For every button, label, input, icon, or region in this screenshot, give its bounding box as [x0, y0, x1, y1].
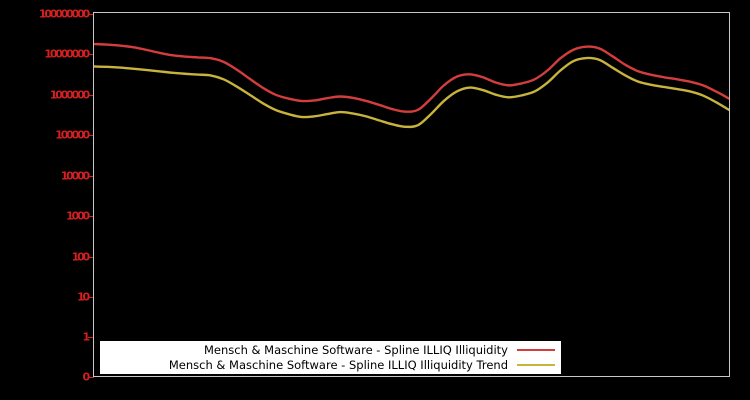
y-axis-tick-mark — [88, 377, 94, 378]
y-axis-tick-mark — [88, 95, 94, 96]
y-axis-tick-label: 10 — [77, 290, 90, 304]
y-axis-tick-label: 10000 — [60, 169, 91, 183]
y-axis-tick-mark — [88, 216, 94, 217]
y-axis-tick-label: 0 — [82, 370, 91, 384]
y-axis-tick-mark — [88, 176, 94, 177]
y-axis-tick-label: 100000 — [55, 128, 90, 142]
chart-legend: Mensch & Maschine Software - Spline ILLI… — [100, 341, 561, 374]
legend-item-label: Mensch & Maschine Software - Spline ILLI… — [168, 358, 508, 372]
legend-color-swatch — [517, 364, 555, 366]
series-canvas — [94, 42, 729, 129]
series-line-illiquidity-trend — [94, 42, 729, 113]
legend-item: Mensch & Maschine Software - Spline ILLI… — [100, 343, 561, 358]
y-axis-tick-mark — [88, 257, 94, 258]
y-axis-tick-mark — [88, 297, 94, 298]
legend-color-swatch — [517, 349, 555, 351]
y-axis-tick-label: 1 — [82, 330, 91, 344]
y-axis-tick-label: 100000000 — [38, 7, 90, 21]
y-axis-tick-mark — [88, 54, 94, 55]
y-axis-tick-label: 100 — [71, 250, 91, 264]
y-axis-tick-label: 1000 — [66, 209, 90, 223]
series-line-illiquidity — [94, 56, 729, 129]
y-axis-tick-label: 10000000 — [44, 47, 90, 61]
y-axis-tick-mark — [88, 14, 94, 15]
legend-item-label: Mensch & Maschine Software - Spline ILLI… — [204, 343, 508, 357]
y-axis-tick-mark — [88, 337, 94, 338]
legend-item: Mensch & Maschine Software - Spline ILLI… — [100, 358, 561, 373]
y-axis-tick-mark — [88, 135, 94, 136]
plot-area — [93, 12, 730, 377]
y-axis-tick-label: 1000000 — [49, 88, 90, 102]
